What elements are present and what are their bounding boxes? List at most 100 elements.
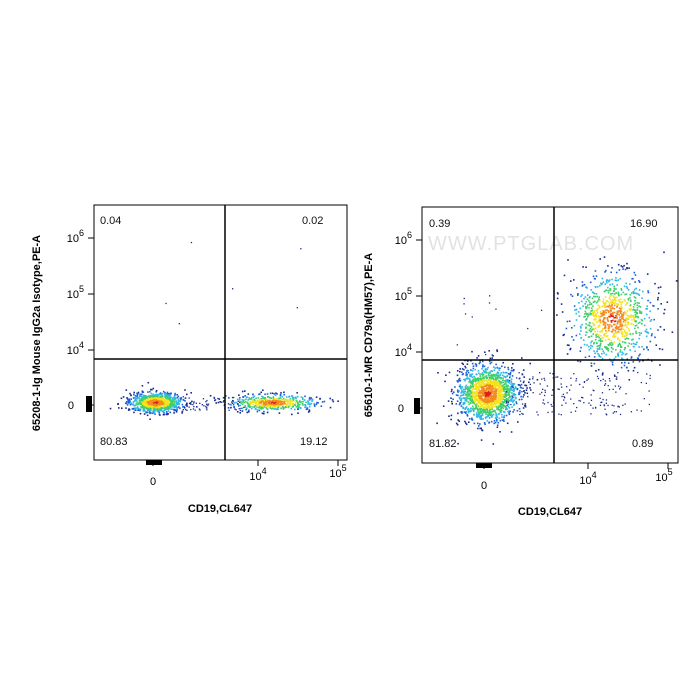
plot-2-event-upper-right [633, 296, 636, 298]
plot-1-event-lower-left [170, 392, 172, 394]
plot-2-event-lower-left [475, 413, 478, 416]
plot-2-event-lower-left [493, 380, 495, 382]
plot-2-event-upper-right [626, 358, 629, 360]
plot-2-event-upper-right [620, 325, 623, 328]
plot-2-event-upper-right [598, 355, 600, 357]
plot-2-event-lower-left [501, 416, 503, 418]
plot-2-event-upper-right [609, 298, 612, 301]
plot-2-event-lower-left [484, 392, 486, 395]
plot-1-event-lower-right [243, 401, 246, 404]
plot-2-event-lower-left [488, 372, 491, 374]
plot-2-event-lower-left [471, 384, 474, 386]
plot-2-event-upper-right [619, 316, 621, 318]
plot-1-event-lower-right [247, 404, 250, 407]
plot-2-event-upper-right [589, 347, 592, 349]
plot-1-event-lower-left [176, 394, 178, 396]
plot-2-event-upper-right [657, 286, 660, 289]
plot-1-event-lower-left [161, 392, 164, 395]
plot-2-event-lower-left [483, 380, 485, 383]
plot-2-event-upper-right [615, 288, 617, 290]
plot-1-event-lower-left [151, 388, 153, 391]
plot-1-event-bridge [182, 396, 184, 398]
plot-2-event-upper-right [617, 344, 620, 346]
plot-1-event-lower-left [165, 399, 168, 401]
plot-2-event-lower-left [495, 373, 498, 375]
plot-2-event-lower-left [494, 385, 497, 388]
plot-2-event-lower-left [482, 377, 484, 379]
plot-2-event-upper-right [617, 353, 619, 356]
plot-2-event-upper-right [634, 274, 637, 276]
plot-2-event-lower-left [463, 368, 465, 371]
plot-2-event-upper-right [605, 311, 607, 314]
plot-2-event-lower-spread [604, 408, 606, 410]
plot-2-event-upper-right [611, 301, 613, 304]
plot-2-event-upper-right [596, 310, 598, 312]
plot-2-event-upper-right [584, 313, 586, 315]
plot-2-event-lower-left [489, 410, 491, 413]
plot-1-event-lower-right [282, 397, 285, 400]
plot-1-event-lower-left [130, 398, 132, 400]
plot-1-event-lower-right [245, 408, 247, 411]
plot-2-event-lower-left [475, 415, 478, 417]
plot-1-event-bridge [214, 399, 217, 401]
plot-2-event-lower-left [464, 378, 466, 381]
plot-2-event-upper-right [615, 277, 617, 279]
plot-1-event-lower-right [282, 408, 285, 410]
plot-2-event-lower-spread [601, 392, 604, 394]
plot-1-event-lower-left [145, 405, 147, 407]
plot-2-event-upper-right [653, 318, 655, 321]
plot-2-event-lower-left [487, 405, 489, 407]
plot-2-event-lower-left [487, 387, 489, 389]
plot-1-event-lower-right [310, 397, 312, 399]
plot-2-event-lower-left [487, 374, 490, 376]
plot-2-event-lower-left [495, 384, 497, 387]
plot-2-event-lower-left [509, 387, 512, 390]
plot-2-event-lower-left [483, 384, 485, 386]
plot-1-event-lower-left [159, 404, 161, 406]
plot-2-event-lower-left [463, 411, 466, 413]
plot-2-event-upper-right [594, 295, 597, 298]
plot-2-event-lower-left [499, 410, 502, 412]
plot-2-event-lower-left [486, 394, 489, 397]
plot-2-event-lower-left [499, 404, 502, 406]
plot-2-event-lower-left [494, 394, 497, 397]
plot-2-event-lower-left [501, 385, 504, 387]
plot-2-event-lower-left [481, 360, 484, 363]
plot-1-event-lower-right [249, 405, 251, 407]
plot-2-event-lower-left [495, 390, 498, 393]
plot-1-event-lower-left [148, 394, 150, 397]
plot-2-event-lower-spread [619, 386, 622, 388]
plot-2-event-lower-spread [539, 383, 541, 385]
plot-2-event-lower-left [470, 375, 472, 378]
plot-2-event-lower-left [502, 401, 505, 404]
plot-2-event-upper-right [634, 297, 637, 299]
plot-2-event-upper-right [583, 297, 585, 300]
plot-1-event-lower-right [286, 401, 289, 403]
plot-1-event-lower-left [175, 409, 178, 412]
plot-2-event-upper-right [595, 336, 598, 338]
plot-2-event-upper-right [627, 323, 629, 326]
plot-1-event-lower-left [163, 402, 165, 405]
plot-2-event-lower-left [494, 405, 496, 408]
plot-2-event-lower-spread [509, 377, 511, 379]
plot-1-event-lower-right [215, 402, 217, 404]
plot-2-event-lower-left [505, 379, 507, 382]
plot-1-event-lower-left [173, 401, 176, 404]
plot-1-event-lower-right [289, 400, 291, 403]
plot-2-event-lower-left [509, 371, 512, 374]
plot-2-event-lower-left [489, 371, 491, 373]
plot-1-event-lower-left [139, 408, 142, 411]
plot-1-event-lower-right [255, 404, 258, 407]
plot-1-event-lower-right [246, 407, 248, 410]
plot-1-event-lower-right [263, 406, 266, 408]
plot-2-event-lower-left [464, 390, 466, 393]
plot-2-event-upper-right [639, 321, 641, 324]
plot-2-event-lower-left [529, 387, 531, 389]
plot-2-event-upper-right [616, 296, 618, 299]
plot-2-event-upper-right [605, 269, 607, 272]
plot-2-event-upper-right [612, 328, 614, 331]
plot-2-event-lower-left [493, 390, 496, 393]
plot-1-x-ticks: 0 104 105 [146, 460, 347, 488]
plot-2-event-upper-right [599, 356, 602, 358]
plot-2-event-upper-right [612, 348, 614, 350]
